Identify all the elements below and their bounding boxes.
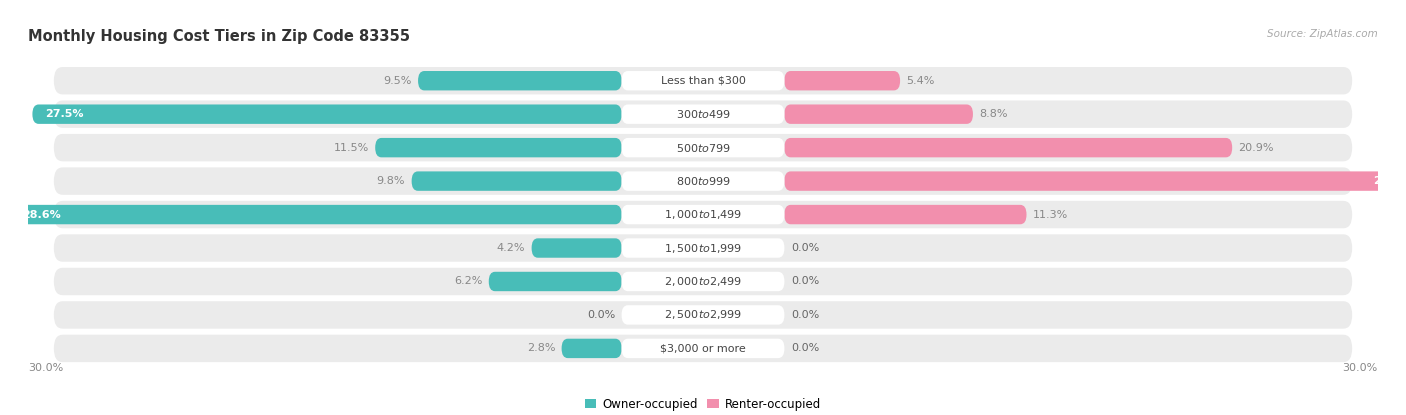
FancyBboxPatch shape xyxy=(53,334,1353,362)
FancyBboxPatch shape xyxy=(621,238,785,258)
Text: $1,500 to $1,999: $1,500 to $1,999 xyxy=(664,242,742,254)
FancyBboxPatch shape xyxy=(785,105,973,124)
Text: Monthly Housing Cost Tiers in Zip Code 83355: Monthly Housing Cost Tiers in Zip Code 8… xyxy=(28,29,411,44)
Text: 6.2%: 6.2% xyxy=(454,276,482,286)
FancyBboxPatch shape xyxy=(53,134,1353,161)
Text: 5.4%: 5.4% xyxy=(907,76,935,86)
FancyBboxPatch shape xyxy=(561,339,621,358)
Text: 2.8%: 2.8% xyxy=(527,343,555,354)
FancyBboxPatch shape xyxy=(375,138,621,157)
Text: $800 to $999: $800 to $999 xyxy=(675,175,731,187)
FancyBboxPatch shape xyxy=(8,205,621,224)
FancyBboxPatch shape xyxy=(418,71,621,90)
FancyBboxPatch shape xyxy=(53,167,1353,195)
FancyBboxPatch shape xyxy=(785,205,1026,224)
Text: 0.0%: 0.0% xyxy=(586,310,616,320)
FancyBboxPatch shape xyxy=(621,339,785,358)
Text: $500 to $799: $500 to $799 xyxy=(675,142,731,154)
FancyBboxPatch shape xyxy=(53,67,1353,95)
FancyBboxPatch shape xyxy=(785,171,1406,191)
Text: 11.5%: 11.5% xyxy=(333,143,368,153)
Text: Less than $300: Less than $300 xyxy=(661,76,745,86)
Text: $1,000 to $1,499: $1,000 to $1,499 xyxy=(664,208,742,221)
FancyBboxPatch shape xyxy=(621,205,785,224)
Text: 27.5%: 27.5% xyxy=(45,109,84,119)
Text: 0.0%: 0.0% xyxy=(790,243,820,253)
FancyBboxPatch shape xyxy=(785,71,900,90)
FancyBboxPatch shape xyxy=(785,138,1232,157)
FancyBboxPatch shape xyxy=(53,234,1353,262)
Text: 30.0%: 30.0% xyxy=(28,363,63,373)
FancyBboxPatch shape xyxy=(53,201,1353,228)
FancyBboxPatch shape xyxy=(53,100,1353,128)
FancyBboxPatch shape xyxy=(53,268,1353,295)
Text: 0.0%: 0.0% xyxy=(790,343,820,354)
Text: 20.9%: 20.9% xyxy=(1239,143,1274,153)
FancyBboxPatch shape xyxy=(531,238,621,258)
FancyBboxPatch shape xyxy=(489,272,621,291)
Text: 4.2%: 4.2% xyxy=(496,243,526,253)
FancyBboxPatch shape xyxy=(621,138,785,157)
Text: $2,000 to $2,499: $2,000 to $2,499 xyxy=(664,275,742,288)
FancyBboxPatch shape xyxy=(621,171,785,191)
FancyBboxPatch shape xyxy=(412,171,621,191)
FancyBboxPatch shape xyxy=(621,105,785,124)
Text: $2,500 to $2,999: $2,500 to $2,999 xyxy=(664,308,742,322)
Text: 11.3%: 11.3% xyxy=(1033,210,1069,220)
Legend: Owner-occupied, Renter-occupied: Owner-occupied, Renter-occupied xyxy=(579,393,827,415)
Text: $300 to $499: $300 to $499 xyxy=(675,108,731,120)
Text: $3,000 or more: $3,000 or more xyxy=(661,343,745,354)
Text: 30.0%: 30.0% xyxy=(1343,363,1378,373)
Text: Source: ZipAtlas.com: Source: ZipAtlas.com xyxy=(1267,29,1378,39)
FancyBboxPatch shape xyxy=(621,305,785,325)
Text: 9.8%: 9.8% xyxy=(377,176,405,186)
Text: 0.0%: 0.0% xyxy=(790,276,820,286)
Text: 29.9%: 29.9% xyxy=(1374,176,1406,186)
Text: 9.5%: 9.5% xyxy=(384,76,412,86)
FancyBboxPatch shape xyxy=(53,301,1353,329)
Text: 0.0%: 0.0% xyxy=(790,310,820,320)
FancyBboxPatch shape xyxy=(621,272,785,291)
FancyBboxPatch shape xyxy=(32,105,621,124)
Text: 8.8%: 8.8% xyxy=(980,109,1008,119)
FancyBboxPatch shape xyxy=(621,71,785,90)
Text: 28.6%: 28.6% xyxy=(21,210,60,220)
